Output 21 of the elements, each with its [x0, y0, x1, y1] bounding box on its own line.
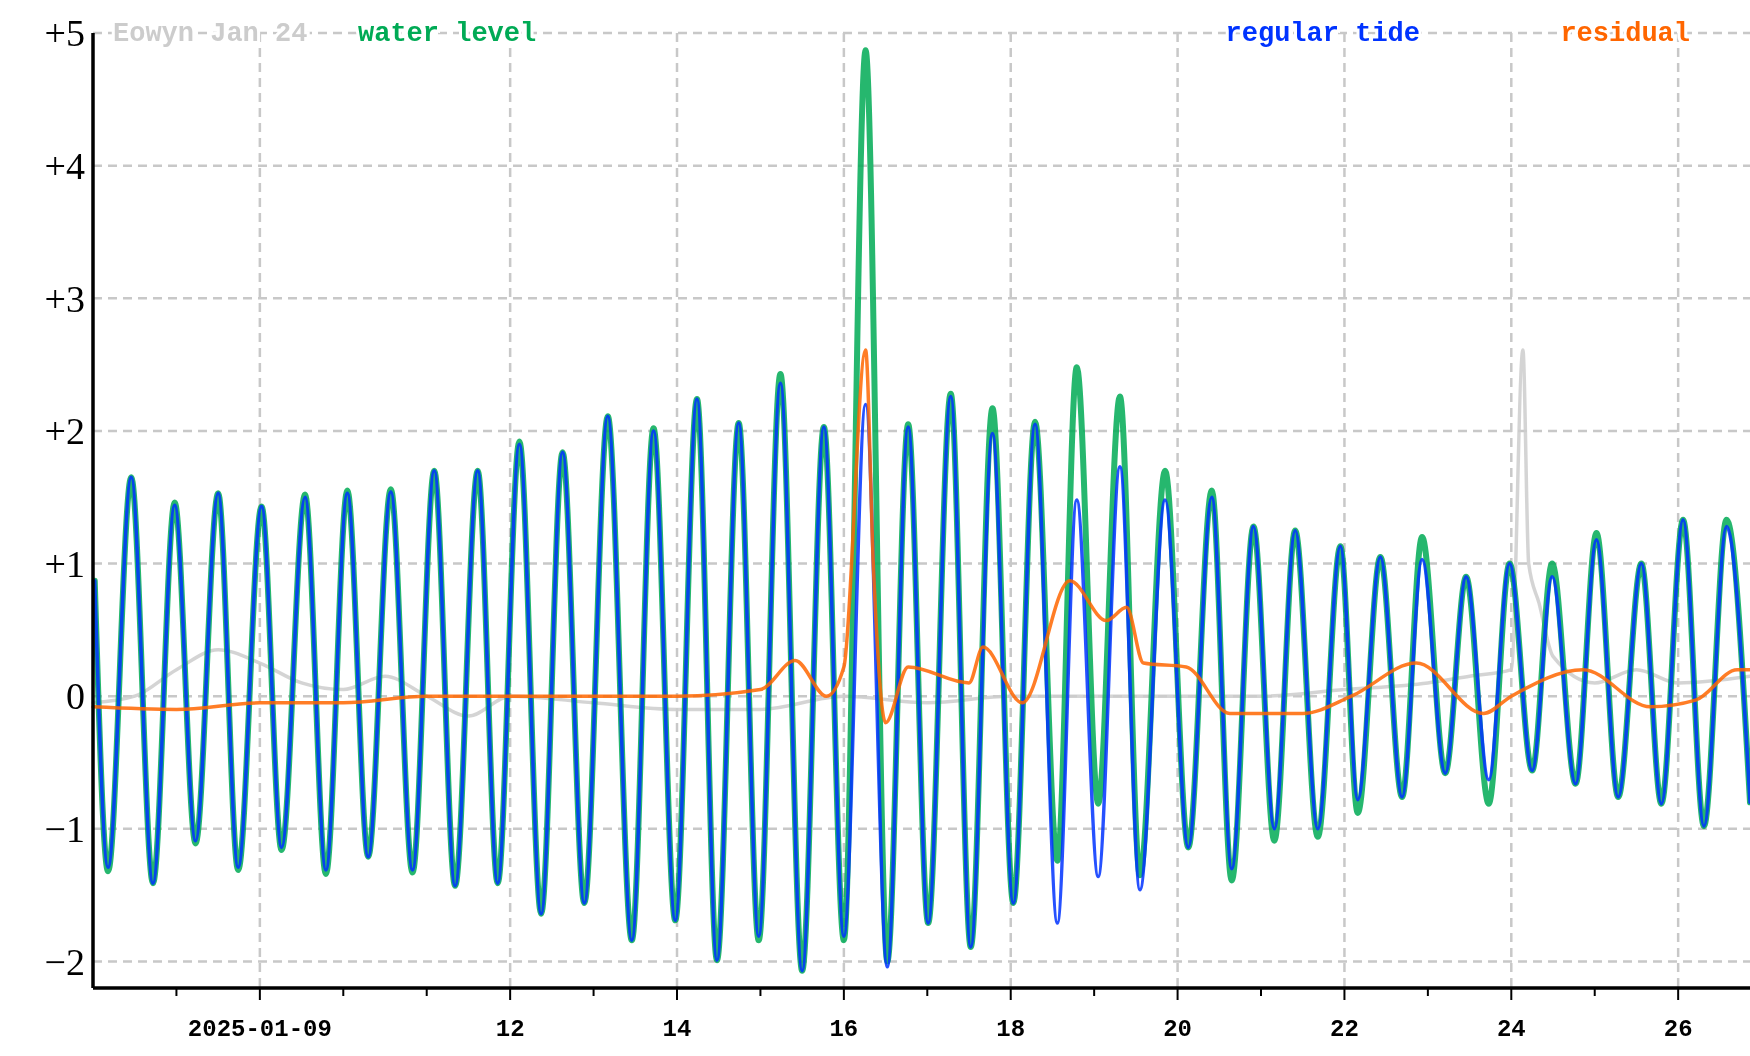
x-tick-label: 14 [662, 1016, 692, 1043]
y-tick-label: +5 [44, 12, 85, 55]
x-tick-label: 24 [1496, 1016, 1526, 1043]
x-tick-label: 26 [1663, 1016, 1693, 1043]
x-tick-label: 20 [1163, 1016, 1192, 1043]
text: regular tide [1225, 19, 1420, 49]
text: residual [1560, 19, 1690, 49]
x-tick-label: 22 [1330, 1016, 1359, 1043]
x-tick-label: 16 [829, 1016, 859, 1043]
x-tick-label: 18 [996, 1016, 1026, 1043]
x-tick-label: 12 [495, 1016, 525, 1043]
y-tick-label: 0 [66, 675, 85, 718]
x-tick-label: 2025-01-09 [187, 1016, 332, 1043]
text: water level [358, 19, 537, 49]
y-tick-label: +4 [44, 144, 85, 187]
y-tick-label: −1 [44, 808, 85, 851]
y-tick-label: +3 [44, 277, 85, 320]
y-tick-label: +1 [44, 542, 85, 585]
y-tick-label: −2 [44, 940, 85, 983]
y-tick-label: +2 [44, 410, 85, 453]
line-series [92, 381, 1750, 973]
